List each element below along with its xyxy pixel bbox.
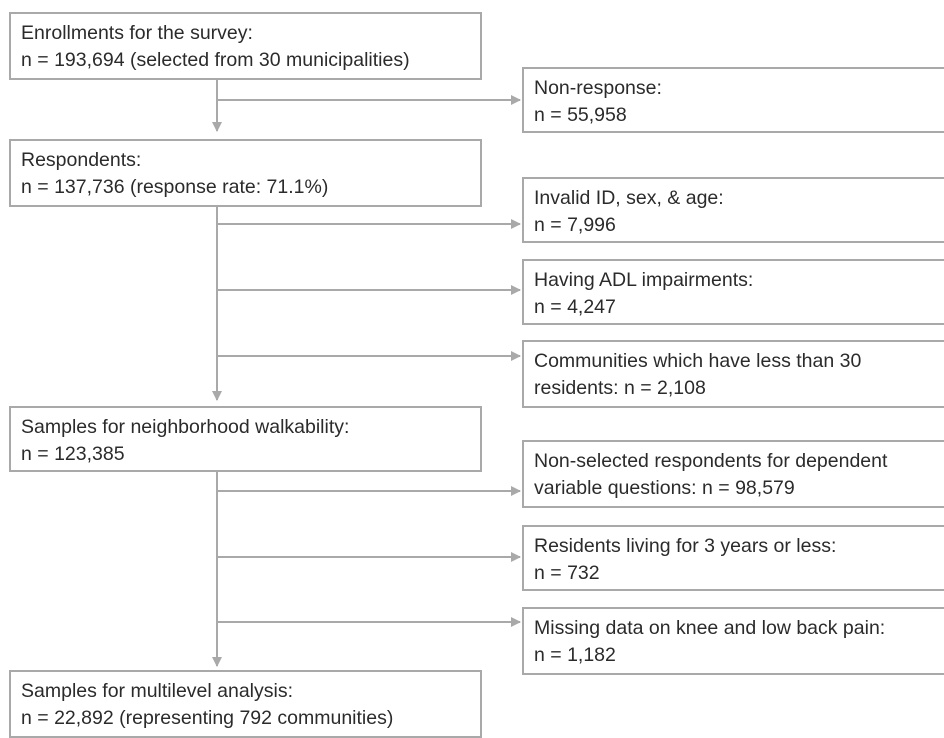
respondents-count: n = 137,736 (response rate: 71.1%): [21, 176, 329, 198]
walkability-samples-count: n = 123,385: [21, 443, 125, 465]
respondents-title: Respondents:: [21, 149, 142, 171]
exclusion-count: variable questions: n = 98,579: [534, 477, 795, 499]
exclusion-title: Missing data on knee and low back pain:: [534, 617, 886, 639]
exclusion-box-missing-pain: Missing data on knee and low back pain: …: [522, 607, 944, 675]
exclusion-count: n = 1,182: [534, 644, 616, 666]
exclusion-box-non-selected: Non-selected respondents for dependent v…: [522, 440, 944, 508]
exclusion-count: n = 55,958: [534, 104, 627, 126]
exclusion-title: Non-selected respondents for dependent: [534, 450, 888, 472]
enrollments-title: Enrollments for the survey:: [21, 22, 253, 44]
exclusion-box-non-response: Non-response: n = 55,958: [522, 67, 944, 133]
exclusion-title: Residents living for 3 years or less:: [534, 535, 837, 557]
exclusion-count: n = 732: [534, 562, 600, 584]
multilevel-samples-count: n = 22,892 (representing 792 communities…: [21, 707, 394, 729]
walkability-samples-title: Samples for neighborhood walkability:: [21, 416, 350, 438]
respondents-box: Respondents: n = 137,736 (response rate:…: [9, 139, 482, 207]
exclusion-title: Non-response:: [534, 77, 662, 99]
exclusion-box-short-residence: Residents living for 3 years or less: n …: [522, 525, 944, 591]
multilevel-samples-title: Samples for multilevel analysis:: [21, 680, 294, 702]
exclusion-box-small-communities: Communities which have less than 30 resi…: [522, 340, 944, 408]
exclusion-count: residents: n = 2,108: [534, 377, 706, 399]
walkability-samples-box: Samples for neighborhood walkability: n …: [9, 406, 482, 472]
exclusion-title: Communities which have less than 30: [534, 350, 862, 372]
exclusion-count: n = 7,996: [534, 214, 616, 236]
exclusion-title: Having ADL impairments:: [534, 269, 754, 291]
multilevel-samples-box: Samples for multilevel analysis: n = 22,…: [9, 670, 482, 738]
enrollments-box: Enrollments for the survey: n = 193,694 …: [9, 12, 482, 80]
enrollments-count: n = 193,694 (selected from 30 municipali…: [21, 49, 410, 71]
exclusion-count: n = 4,247: [534, 296, 616, 318]
exclusion-box-invalid-id: Invalid ID, sex, & age: n = 7,996: [522, 177, 944, 243]
exclusion-box-adl: Having ADL impairments: n = 4,247: [522, 259, 944, 325]
exclusion-title: Invalid ID, sex, & age:: [534, 187, 724, 209]
